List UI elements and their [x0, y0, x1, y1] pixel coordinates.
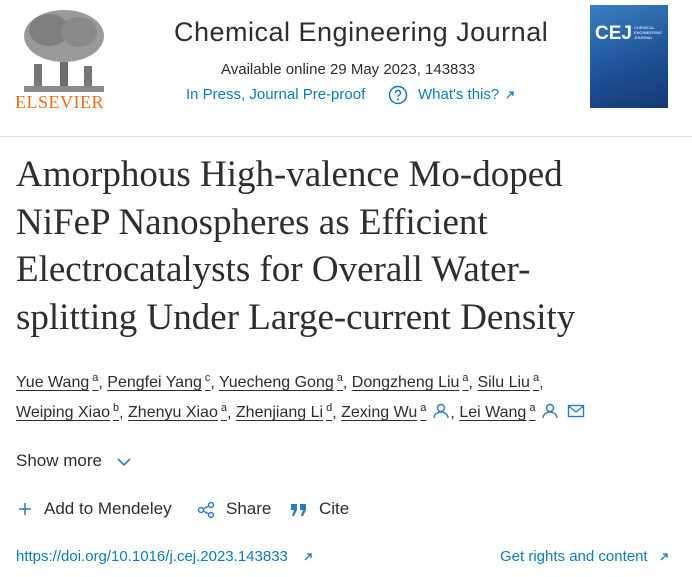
action-cite[interactable]: Cite: [319, 499, 350, 518]
cite-icon: [291, 504, 306, 516]
availability: Available online 29 May 2023, 143833: [221, 61, 476, 78]
affiliation: a: [220, 402, 227, 414]
external-icon: [506, 91, 514, 99]
rights[interactable]: Get rights and content: [500, 548, 648, 565]
author-name[interactable]: Silu Liu a: [477, 372, 540, 392]
title-line: splitting Under Large-current Density: [16, 296, 576, 338]
affiliation: a: [462, 372, 469, 384]
affiliation: a: [529, 402, 536, 414]
author-name[interactable]: Yuecheng Gong a: [218, 372, 343, 392]
journal-name[interactable]: Chemical Engineering Journal: [174, 17, 549, 47]
author-line: Weiping Xiao b, Zhenyu Xiao a, Zhenjiang L…: [16, 402, 585, 422]
cover-subtitle: CHEMICAL ENGINEERING JOURNAL: [634, 25, 663, 40]
external-icon: [660, 553, 668, 561]
external-icon: [304, 553, 312, 561]
affiliation: c: [204, 372, 211, 384]
doi[interactable]: https://doi.org/10.1016/j.cej.2023.14383…: [16, 548, 288, 565]
show-more[interactable]: Show more: [16, 451, 102, 470]
action-mendeley[interactable]: Add to Mendeley: [44, 499, 172, 518]
separator: ,: [539, 374, 544, 392]
cover-title: CEJ: [595, 23, 632, 44]
person-icon[interactable]: [432, 403, 450, 419]
email-icon[interactable]: [567, 403, 585, 419]
divider: [0, 136, 692, 137]
affiliation: d: [326, 402, 333, 414]
share-icon: [197, 501, 215, 519]
separator: ,: [226, 404, 232, 422]
affiliation: a: [92, 372, 99, 384]
author-name[interactable]: Zexing Wu a: [341, 402, 427, 422]
action-share[interactable]: Share: [226, 499, 272, 518]
separator: ,: [342, 374, 348, 392]
affiliation: a: [420, 402, 427, 414]
separator: ,: [98, 374, 103, 392]
affiliation: b: [112, 402, 120, 414]
chevron: [117, 458, 131, 467]
author-name[interactable]: Zhenyu Xiao a: [128, 402, 227, 422]
author-name[interactable]: Dongzheng Liu a: [351, 372, 469, 392]
separator: ,: [450, 404, 455, 422]
author-line: Yue Wang a, Pengfei Yang c, Yuecheng Gong a…: [16, 372, 544, 392]
publisher: ELSEVIER: [15, 92, 104, 112]
journal-cover[interactable]: CEJ CHEMICAL ENGINEERING JOURNAL: [590, 5, 668, 108]
title-line: Electrocatalysts for Overall Water-: [16, 249, 531, 290]
affiliation: a: [532, 372, 540, 384]
author-name[interactable]: Zhenjiang Li d: [235, 402, 333, 422]
title-line: Amorphous High-valence Mo-doped: [16, 154, 563, 195]
affiliation: a: [336, 372, 343, 384]
separator: ,: [468, 374, 473, 392]
title-line: NiFeP Nanospheres as Efficient: [16, 201, 488, 243]
separator: ,: [332, 404, 337, 422]
separator: ,: [119, 404, 124, 422]
author-name[interactable]: Pengfei Yang c: [107, 372, 211, 392]
author-name[interactable]: Lei Wang a: [459, 402, 536, 422]
help-link[interactable]: What's this?: [418, 86, 500, 103]
status: In Press, Journal Pre-proof: [186, 86, 366, 103]
help-icon[interactable]: [388, 85, 408, 105]
plus-icon: [19, 503, 31, 515]
publisher-logo: [24, 10, 104, 92]
person-icon[interactable]: [541, 403, 559, 419]
separator: ,: [210, 374, 215, 392]
author-name[interactable]: Yue Wang a: [16, 372, 99, 392]
author-name[interactable]: Weiping Xiao b: [16, 402, 120, 422]
